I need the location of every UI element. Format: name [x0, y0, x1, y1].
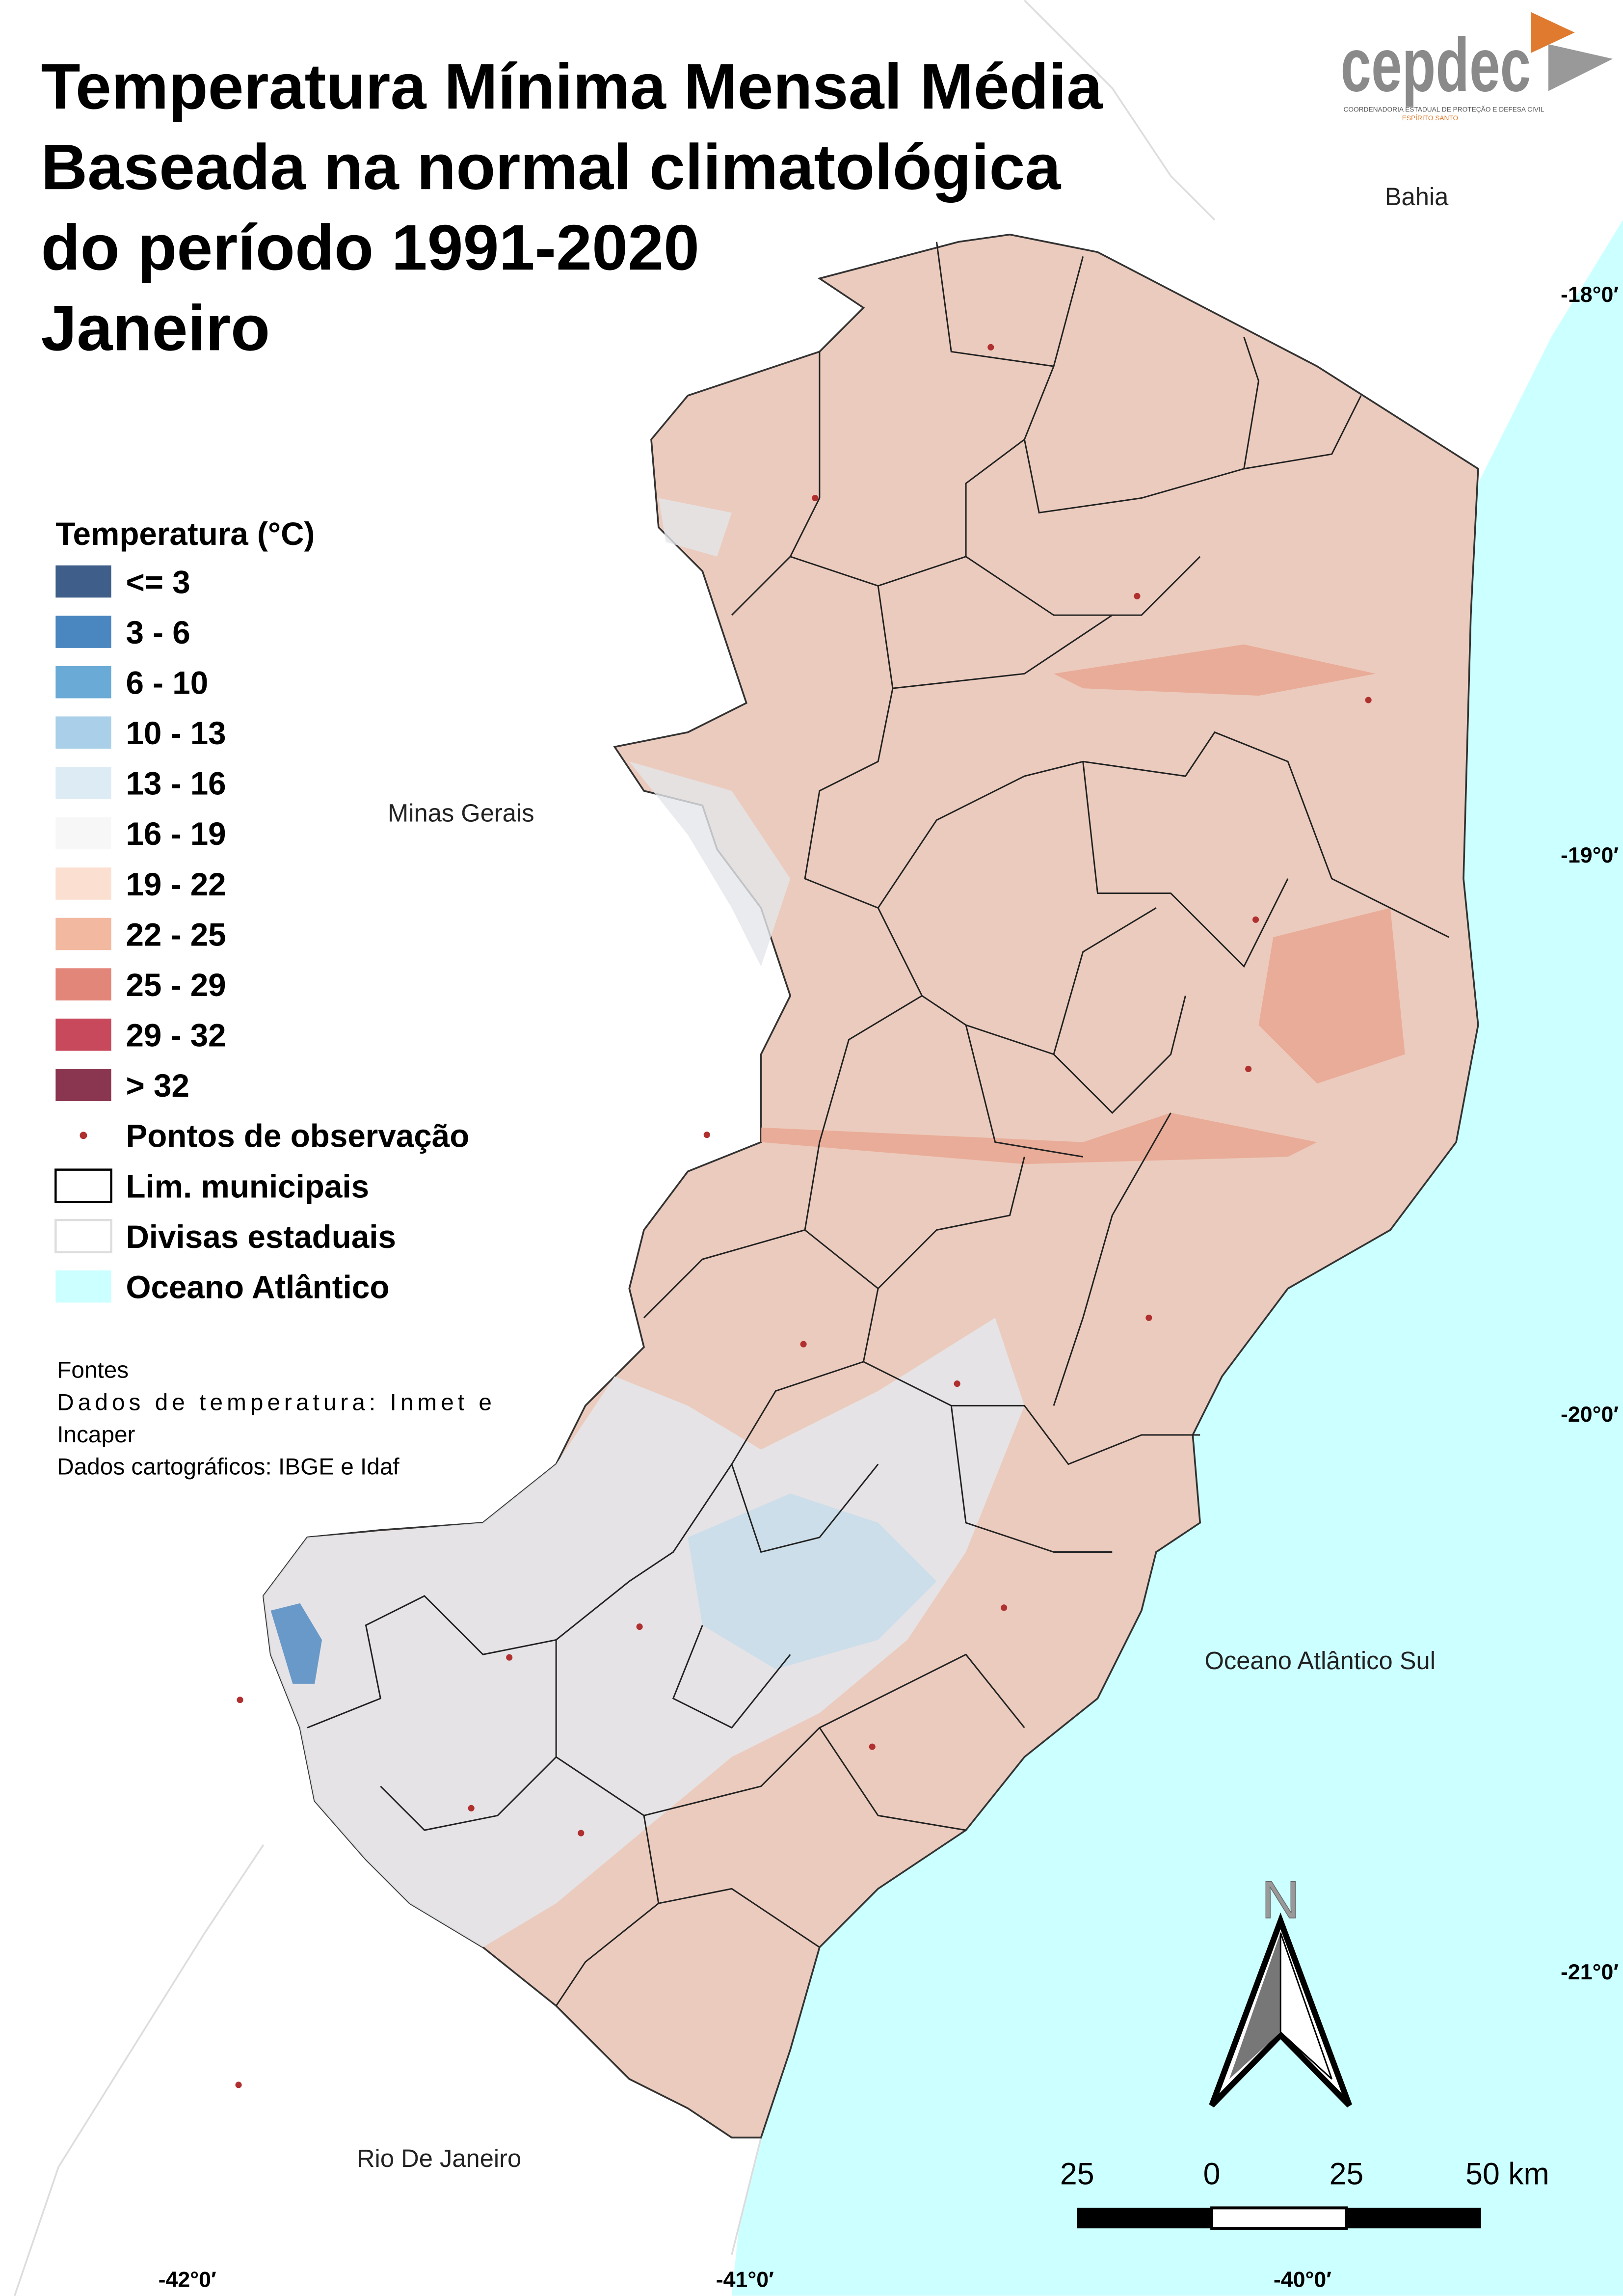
title-line: Janeiro	[41, 292, 270, 364]
legend-label: 29 - 32	[126, 1018, 226, 1053]
observation-point	[1134, 593, 1141, 599]
legend-swatch	[55, 817, 111, 850]
observation-point	[237, 1697, 243, 1703]
observation-point	[636, 1623, 643, 1630]
scale-segment	[1077, 2208, 1212, 2229]
scale-label: 0	[1203, 2157, 1221, 2191]
legend-swatch	[55, 716, 111, 749]
legend-swatch	[55, 1069, 111, 1102]
logo-mark	[1548, 44, 1613, 91]
legend-title: Temperatura (°C)	[55, 516, 315, 552]
observation-point	[1001, 1604, 1008, 1611]
title-line: Temperatura Mínima Mensal Média	[41, 50, 1103, 122]
scale-label: 25	[1330, 2157, 1364, 2191]
latitude-label: -20°0′	[1561, 1403, 1619, 1427]
logo-mark	[1531, 12, 1575, 53]
legend-label: <= 3	[126, 564, 190, 600]
place-label: Bahia	[1385, 183, 1449, 211]
legend-swatch	[55, 666, 111, 699]
legend-label: 25 - 29	[126, 967, 226, 1003]
observation-point	[800, 1341, 807, 1348]
state-border	[14, 0, 1216, 2296]
observation-point	[235, 2081, 242, 2088]
title-line: Baseada na normal climatológica	[41, 131, 1061, 203]
cold-area	[270, 1603, 322, 1684]
north-arrow-half	[1229, 1932, 1281, 2080]
observation-point	[468, 1805, 475, 1811]
latitude-label: -19°0′	[1561, 843, 1619, 867]
scale-segment	[1210, 2206, 1348, 2230]
longitude-label: -42°0′	[159, 2268, 216, 2292]
logo-state: ESPÍRITO SANTO	[1402, 114, 1458, 122]
scale-bar: 25 0 25 50 km	[1060, 2157, 1549, 2230]
municipal-limit	[307, 242, 1449, 2006]
scale-label: 50 km	[1465, 2157, 1549, 2191]
legend-label: Lim. municipais	[126, 1168, 369, 1204]
observation-point	[506, 1654, 513, 1661]
observation-point	[578, 1830, 585, 1837]
logo-name: cepdec	[1340, 23, 1531, 108]
legend-swatch	[55, 1270, 111, 1303]
sources-line: Dados cartográficos: IBGE e Idaf	[57, 1454, 399, 1480]
logo-subtitle: COORDENADORIA ESTADUAL DE PROTEÇÃO E DEF…	[1343, 105, 1544, 113]
legend-label: 22 - 25	[126, 917, 226, 952]
legend-label: > 32	[126, 1068, 189, 1104]
legend-label: 6 - 10	[126, 665, 208, 701]
legend-label: 10 - 13	[126, 715, 226, 751]
legend-label: 16 - 19	[126, 816, 226, 852]
legend-label: Divisas estaduais	[126, 1219, 396, 1255]
place-label: Rio De Janeiro	[357, 2144, 521, 2172]
sources-line: Incaper	[57, 1422, 135, 1448]
title-line: do período 1991-2020	[41, 211, 699, 283]
cool-area	[629, 498, 791, 967]
legend-label: 19 - 22	[126, 866, 226, 902]
legend-swatch	[55, 616, 111, 648]
north-arrow-half	[1279, 1932, 1332, 2080]
cool-area	[263, 1318, 1025, 1947]
north-arrow: N	[1209, 1870, 1352, 2107]
observation-point	[987, 344, 994, 351]
observation-point	[954, 1380, 960, 1387]
legend-swatch	[55, 968, 111, 1000]
place-label: Oceano Atlântico Sul	[1204, 1647, 1436, 1675]
legend-swatch	[55, 766, 111, 799]
observation-point	[1245, 1065, 1252, 1073]
cool-area	[688, 1493, 937, 1670]
legend: <= 3 3 - 6 6 - 10 10 - 13 13 - 16 16 - 19 19 -…	[54, 564, 469, 1305]
legend-swatch	[54, 1168, 112, 1203]
observation-point	[703, 1132, 710, 1138]
legend-point	[80, 1132, 87, 1139]
latitude-label: -21°0′	[1561, 1960, 1619, 1984]
longitude-label: -40°0′	[1274, 2268, 1331, 2292]
legend-swatch	[55, 565, 111, 598]
legend-swatch	[55, 918, 111, 950]
legend-swatch	[54, 1218, 112, 1254]
scale-segment	[1346, 2208, 1481, 2229]
observation-point	[869, 1743, 876, 1750]
legend-label: Pontos de observação	[126, 1118, 469, 1154]
observation-point	[812, 494, 819, 502]
longitude-label: -41°0′	[716, 2268, 774, 2292]
legend-swatch	[55, 867, 111, 900]
observation-points	[235, 344, 1372, 2088]
latitude-label: -18°0′	[1561, 283, 1619, 307]
place-label: Minas Gerais	[388, 799, 534, 827]
sources-heading: Fontes	[57, 1357, 129, 1383]
legend-swatch	[55, 1018, 111, 1051]
observation-point	[1252, 916, 1259, 923]
legend-label: 3 - 6	[126, 615, 190, 650]
logo: cepdec COORDENADORIA ESTADUAL DE PROTEÇÃ…	[1340, 12, 1613, 122]
scale-label: 25	[1060, 2157, 1094, 2191]
sources-line: Dados de temperatura: Inmet e	[57, 1389, 492, 1415]
observation-point	[1145, 1314, 1152, 1321]
legend-label: 13 - 16	[126, 766, 226, 802]
observation-point	[1365, 697, 1372, 703]
legend-label: Oceano Atlântico	[126, 1269, 389, 1305]
ocean	[731, 219, 1623, 2296]
